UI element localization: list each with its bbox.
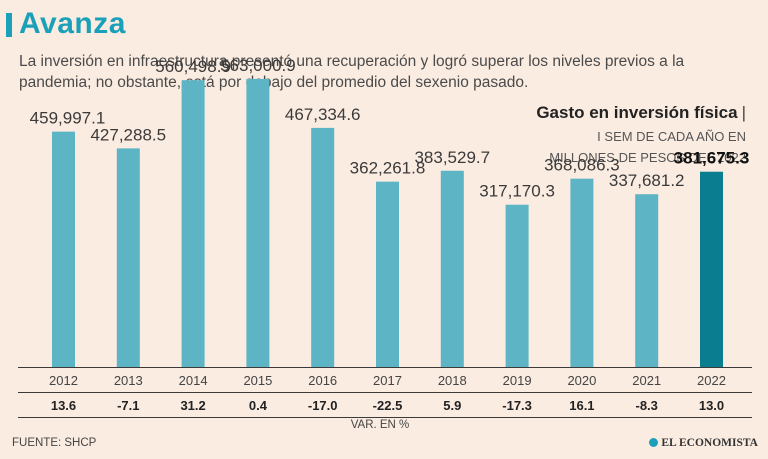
x-tick-label-2017: 2017 [373, 373, 402, 388]
chart-subtitle-line2: MILLONES DE PESOS DEL 2022 [549, 150, 746, 165]
value-label-2022: 381,675.3 [674, 149, 750, 168]
bar-2012 [52, 131, 75, 367]
variation-2014: 31.2 [180, 398, 205, 413]
footer-source: FUENTE: SHCP [12, 437, 97, 449]
x-tick-label-2015: 2015 [243, 373, 272, 388]
x-tick-label-2021: 2021 [632, 373, 661, 388]
brand-name: EL ECONOMISTA [661, 437, 758, 449]
bar-2022 [700, 171, 723, 367]
value-label-2012: 459,997.1 [30, 109, 106, 128]
variation-2019: -17.3 [502, 398, 532, 413]
x-tick-label-2013: 2013 [114, 373, 143, 388]
variation-2018: 5.9 [443, 398, 461, 413]
x-tick-label-2012: 2012 [49, 373, 78, 388]
x-tick-label-2020: 2020 [567, 373, 596, 388]
bar-2015 [246, 78, 270, 367]
value-label-2021: 337,681.2 [609, 171, 685, 190]
variation-2020: 16.1 [569, 398, 594, 413]
value-label-2013: 427,288.5 [90, 125, 166, 144]
bar-2017 [376, 181, 399, 367]
chart-heading: Gasto en inversión física | [536, 103, 746, 123]
bar-2019 [505, 204, 529, 367]
page-title: Avanza [19, 7, 126, 40]
bar-2018 [440, 170, 464, 367]
value-label-2017: 362,261.8 [350, 159, 426, 178]
variation-2022: 13.0 [699, 398, 724, 413]
x-tick-label-2018: 2018 [438, 373, 467, 388]
value-label-2015: 563,000.9 [220, 56, 296, 75]
variation-2013: -7.1 [117, 398, 139, 413]
bar-2021 [635, 194, 659, 367]
value-label-2020: 368,086.3 [544, 156, 620, 175]
chart-subtitle: I SEM DE CADA AÑO EN MILLONES DE PESOS D… [506, 126, 746, 168]
bar-2013 [116, 148, 140, 367]
variation-axis-label: VAR. EN % [351, 419, 410, 431]
bar-2020 [570, 178, 594, 367]
value-label-2019: 317,170.3 [479, 182, 555, 201]
chart-title-separator: | [741, 103, 746, 122]
value-label-2018: 383,529.7 [414, 148, 490, 167]
title-accent-bar [6, 13, 12, 37]
x-tick-label-2016: 2016 [308, 373, 337, 388]
variation-2016: -17.0 [308, 398, 338, 413]
brand-logo-icon [649, 438, 659, 447]
x-tick-label-2022: 2022 [697, 373, 726, 388]
variation-2021: -8.3 [635, 398, 657, 413]
value-label-2014: 560,498.9 [155, 57, 231, 76]
variation-2012: 13.6 [51, 398, 76, 413]
x-tick-label-2019: 2019 [503, 373, 532, 388]
page-subtitle: La inversión en infraestructura presentó… [19, 53, 685, 91]
footer-brand: EL ECONOMISTA [649, 437, 758, 449]
x-tick-label-2014: 2014 [179, 373, 208, 388]
variation-2017: -22.5 [373, 398, 403, 413]
chart-title: Gasto en inversión física [536, 103, 738, 122]
variation-2015: 0.4 [249, 398, 268, 413]
chart-subtitle-line1: I SEM DE CADA AÑO EN [597, 129, 746, 144]
bar-2016 [311, 127, 335, 367]
value-label-2016: 467,334.6 [285, 105, 361, 124]
bar-2014 [181, 80, 205, 367]
